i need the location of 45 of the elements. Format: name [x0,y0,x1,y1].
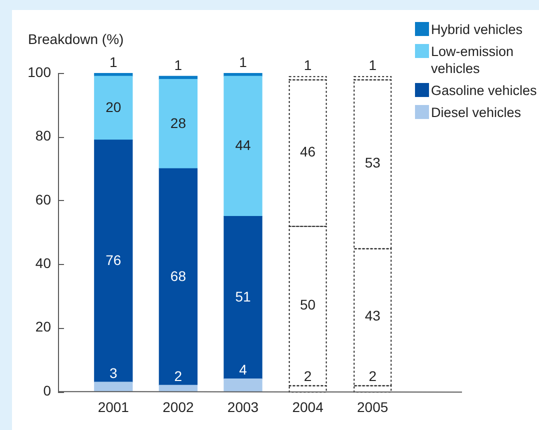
bar [94,76,133,140]
data-label: 68 [170,268,186,284]
y-tick-label: 80 [35,128,52,144]
bar [224,378,262,392]
data-label: 3 [110,364,118,381]
legend-label: Hybrid vehicles [431,21,523,38]
data-label: 1 [304,57,312,74]
x-tick-label: 2002 [162,398,194,415]
bar [94,140,133,382]
data-label: 1 [239,54,248,70]
legend-label: Low-emission vehicles [431,43,515,77]
y-tick-label: 20 [35,318,52,335]
y-tick-label: 40 [35,255,52,272]
data-label: 2 [368,368,377,384]
data-label: 1 [174,57,182,74]
legend-label: Gasoline vehicles [431,82,537,99]
data-label: 1 [110,54,118,70]
bar [158,384,198,392]
data-label: 76 [106,252,122,268]
bar [94,382,133,392]
data-label: 28 [170,114,186,131]
x-tick-label: 2005 [357,398,388,415]
data-label: 51 [235,288,251,304]
y-tick-label: 0 [43,382,52,398]
y-tick-label: 60 [35,191,52,208]
data-label: 44 [235,137,251,154]
x-tick-label: 2001 [98,398,130,415]
data-label: 46 [300,144,316,160]
x-tick-label: 2003 [227,398,259,415]
bar [158,168,198,386]
data-label: 20 [106,98,122,115]
data-label: 1 [368,57,377,74]
data-label: 2 [174,368,182,384]
bar [158,79,198,169]
data-label: 4 [239,362,248,378]
bar [224,76,262,217]
legend-label: Diesel vehicles [431,104,522,121]
bar [224,216,262,380]
data-label: 43 [364,308,381,324]
data-label: 53 [364,154,381,171]
data-label: 50 [300,296,316,312]
y-tick-label: 100 [28,64,52,80]
x-tick-label: 2004 [292,398,324,415]
data-label: 2 [304,368,312,384]
y-axis-title: Breakdown (%) [28,31,124,47]
